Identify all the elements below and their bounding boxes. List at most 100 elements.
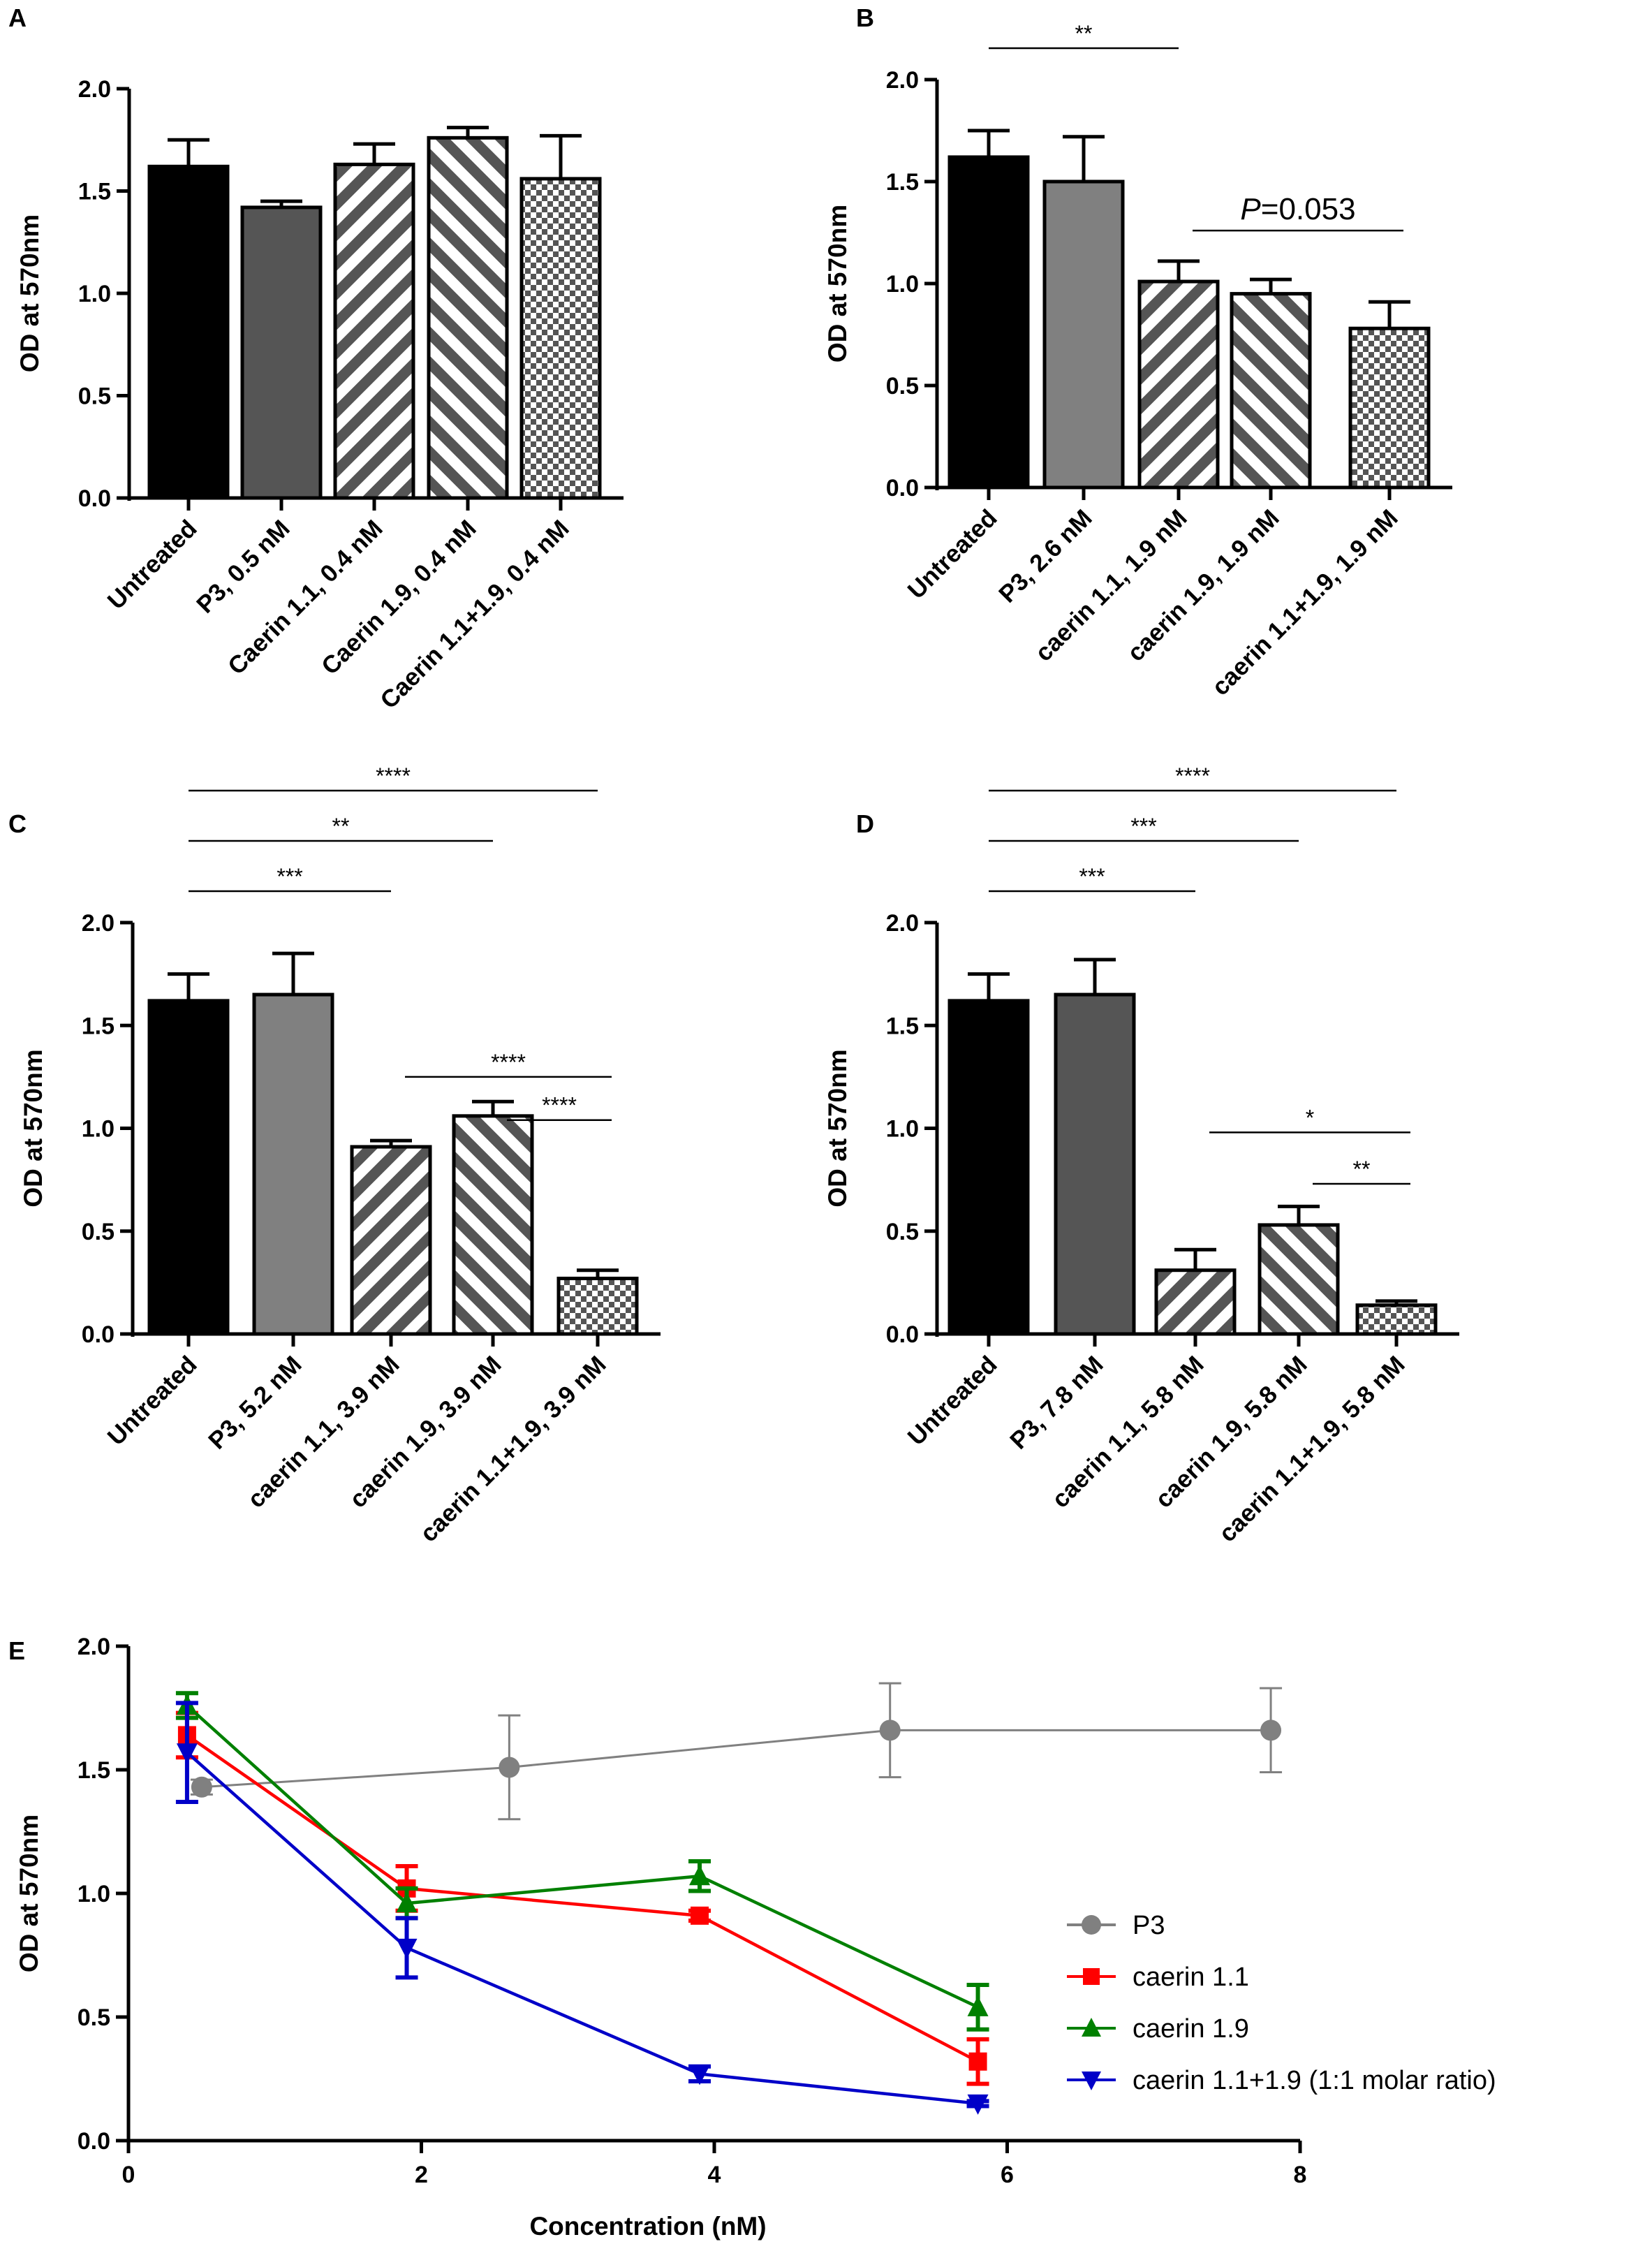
category-label: P3, 7.8 nM (1005, 1351, 1109, 1455)
y-axis-title: OD at 570nm (15, 1814, 43, 1972)
data-point (967, 1995, 989, 2016)
bar (519, 177, 602, 500)
panels-root: A0.00.51.01.52.0OD at 570nmUntreatedP3, … (8, 3, 1496, 2241)
category-label: P3, 5.2 nM (203, 1351, 307, 1455)
bar (147, 164, 230, 500)
significance-label: **** (376, 763, 411, 789)
significance-label: *** (1130, 814, 1156, 839)
data-point (396, 1892, 418, 1913)
y-tick-label: 1.0 (78, 1881, 110, 1907)
bar (427, 135, 509, 500)
category-label: P3, 2.6 nM (994, 504, 1098, 608)
series-line (186, 1733, 979, 2063)
x-axis-title: Concentration (nM) (529, 2212, 766, 2241)
significance-pvalue: P=0.053 (1240, 192, 1355, 226)
significance-label: *** (276, 864, 302, 889)
y-tick-label: 1.5 (886, 169, 919, 196)
category-label: Untreated (903, 504, 1003, 604)
significance-label: *** (1079, 864, 1105, 889)
y-tick-label: 1.0 (886, 1116, 919, 1143)
data-point (191, 1776, 212, 1798)
y-tick-label: 2.0 (82, 910, 115, 937)
series-line (201, 1729, 1271, 1789)
bar (1137, 279, 1220, 490)
series-line (186, 1704, 979, 2009)
significance-label: ** (332, 814, 350, 839)
bar-panel-c: C 0.0 0.5 1.0 1.5 2.0 OD at 570nm Untreated P3, … (8, 763, 661, 1547)
bar (1042, 179, 1125, 490)
y-tick-label: 0.0 (82, 1321, 115, 1348)
y-tick-label: 2.0 (78, 1634, 110, 1660)
data-point (396, 1938, 418, 1959)
bar (1154, 1268, 1237, 1336)
category-label: Untreated (103, 1351, 202, 1451)
y-tick-label: 0.5 (78, 2004, 110, 2031)
y-tick-label: 1.0 (82, 1116, 115, 1143)
y-tick-label: 2.0 (886, 67, 919, 94)
p-value: =0.053 (1261, 192, 1356, 226)
x-tick-label: 0 (122, 2162, 135, 2188)
data-point (1260, 1720, 1282, 1741)
bar-panel-d: D 0.0 0.5 1.0 1.5 2.0 OD at 570nm Untreated P3, … (823, 763, 1459, 1547)
y-tick-label: 2.0 (78, 76, 111, 103)
bar (452, 1114, 534, 1336)
panel-letter: E (8, 1636, 25, 1665)
data-point (1082, 1915, 1101, 1935)
y-tick-label: 1.5 (78, 179, 111, 205)
x-tick-label: 4 (708, 2162, 721, 2188)
y-axis-title: OD at 570nm (19, 1049, 47, 1207)
p-prefix: P (1240, 192, 1261, 226)
category-label: Caerin 1.1, 0.4 nM (223, 515, 388, 680)
bar (350, 1145, 432, 1336)
bar (333, 162, 415, 500)
y-tick-label: 1.0 (886, 271, 919, 298)
legend-label: caerin 1.1 (1133, 1963, 1249, 1992)
category-label: Caerin 1.9, 0.4 nM (316, 515, 482, 680)
y-tick-label: 0.0 (78, 485, 111, 512)
data-point (968, 2052, 987, 2071)
category-label: caerin 1.1+1.9, 3.9 nM (415, 1351, 611, 1547)
bar (1258, 1223, 1340, 1336)
category-label: Untreated (103, 515, 202, 615)
series-caerin-1-1-1-9-1-1-molar-ratio- (175, 1701, 989, 2115)
significance-label: **** (491, 1050, 526, 1075)
bar-panel-b: B 0.0 0.5 1.0 1.5 2.0 OD at 570nm UntreatedP3, … (823, 3, 1452, 701)
x-tick-label: 2 (415, 2162, 428, 2188)
panel-letter: A (8, 3, 27, 32)
bar (1054, 992, 1136, 1336)
legend: P3 caerin 1.1 caerin 1.9 caerin 1.1+1.9 (1:… (1067, 1911, 1496, 2095)
data-point (499, 1757, 520, 1778)
y-axis-title: OD at 570nm (823, 1049, 852, 1207)
bar (240, 205, 323, 500)
significance-label: **** (542, 1093, 577, 1118)
series-caerin-1-1 (175, 1710, 989, 2086)
y-tick-label: 0.5 (78, 383, 111, 410)
y-tick-label: 0.0 (886, 1321, 919, 1348)
y-tick-label: 1.0 (78, 281, 111, 307)
series-line (186, 1751, 978, 2106)
y-tick-label: 0.0 (886, 475, 919, 501)
y-tick-label: 2.0 (886, 910, 919, 937)
y-axis-title: OD at 570nm (823, 205, 852, 362)
panel-letter: C (8, 809, 27, 838)
data-point (689, 1865, 711, 1886)
bar (1348, 326, 1431, 490)
significance-label: ** (1353, 1157, 1371, 1182)
y-tick-label: 1.5 (78, 1757, 110, 1784)
bar (556, 1276, 639, 1336)
legend-label: caerin 1.1+1.9 (1:1 molar ratio) (1133, 2066, 1496, 2095)
category-label: Caerin 1.1+1.9, 0.4 nM (375, 515, 575, 714)
panel-letter: B (856, 3, 874, 32)
bar (947, 999, 1030, 1336)
data-point (1082, 2018, 1101, 2037)
x-tick-label: 6 (1001, 2162, 1014, 2188)
bar (1230, 292, 1312, 490)
data-point (1082, 2072, 1101, 2090)
panel-letter: D (856, 809, 874, 838)
data-point (689, 2065, 711, 2085)
bar (947, 155, 1030, 490)
bar (147, 999, 230, 1336)
bar-panel-a: A 0.0 0.5 1.0 1.5 2.0 OD at 570nm UntreatedP3, … (8, 3, 624, 714)
line-panel-e: E 0.0 0.5 1.0 1.5 2.0 0 2 4 6 8 OD at 570nm Concentr… (8, 1634, 1496, 2241)
